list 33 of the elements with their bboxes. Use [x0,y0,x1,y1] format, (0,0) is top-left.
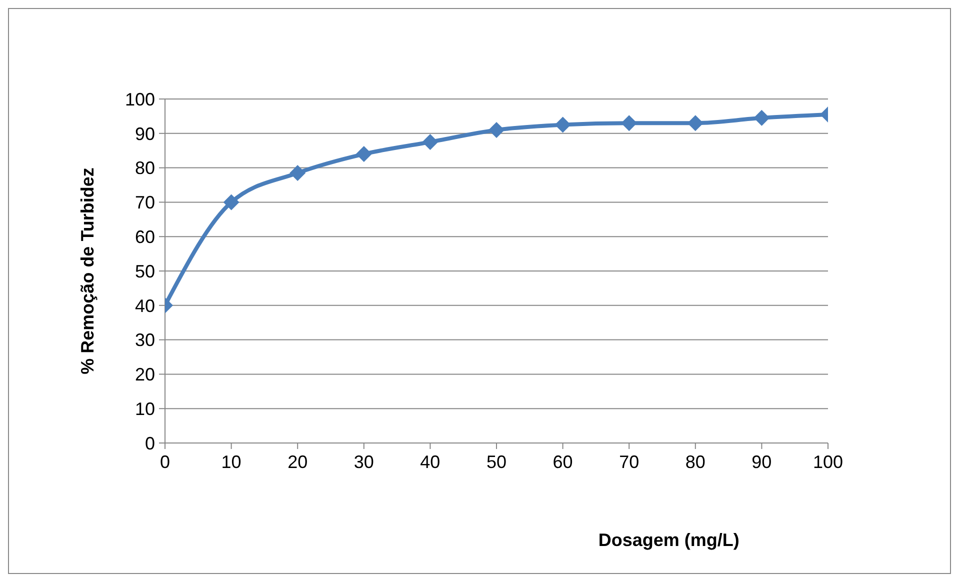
y-tick-label: 30 [134,330,155,350]
y-tick-label: 40 [134,296,155,316]
y-tick-label: 50 [134,261,155,282]
point [356,146,372,162]
point [621,115,638,132]
y-tick-label: 80 [134,158,155,178]
x-tick-label: 80 [685,452,706,472]
x-tick-label: 100 [812,452,844,472]
point [554,116,571,133]
x-tick-label: 50 [486,452,507,472]
x-tick-label: 10 [221,452,242,472]
point [488,122,504,138]
x-tick-label: 40 [420,452,440,472]
x-tick-label: 60 [552,452,573,472]
point [290,164,306,181]
point [754,110,770,126]
y-tick-label: 10 [134,398,155,419]
y-tick-label: 20 [134,364,155,385]
x-tick-label: 90 [752,452,772,472]
point [687,115,704,132]
point [422,134,438,150]
x-axis-title: Dosagem (mg/L) [598,530,740,550]
point [223,194,240,210]
x-tick-label: 20 [288,452,308,472]
x-tick-label: 70 [619,452,640,472]
y-tick-label: 0 [144,433,155,454]
x-tick-label: 30 [354,452,374,472]
y-tick-label: 90 [134,124,155,144]
x-tick-label: 0 [160,452,170,472]
y-tick-label: 70 [134,192,155,213]
y-tick-label: 100 [124,89,155,110]
y-axis-title: % Remoção de Turbidez [77,168,98,374]
y-tick-label: 60 [134,226,155,247]
